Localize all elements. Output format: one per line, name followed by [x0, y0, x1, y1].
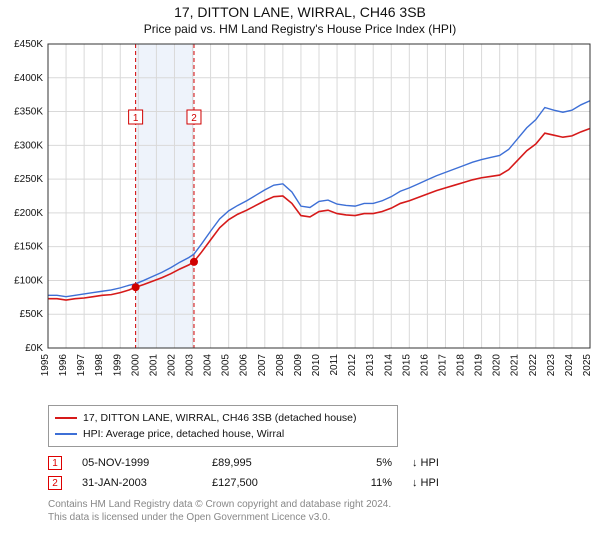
marker-trend: ↓ HPI	[412, 477, 452, 489]
svg-text:2020: 2020	[492, 354, 503, 377]
marker-table: 1 05-NOV-1999 £89,995 5% ↓ HPI 2 31-JAN-…	[48, 453, 600, 493]
marker-row: 2 31-JAN-2003 £127,500 11% ↓ HPI	[48, 473, 600, 493]
svg-text:2009: 2009	[293, 354, 304, 377]
legend-label: HPI: Average price, detached house, Wirr…	[83, 428, 284, 440]
svg-text:2011: 2011	[329, 354, 340, 376]
marker-date: 31-JAN-2003	[82, 477, 192, 489]
svg-text:2025: 2025	[582, 354, 593, 377]
svg-text:2016: 2016	[419, 354, 430, 377]
svg-text:2010: 2010	[311, 354, 322, 377]
svg-text:£450K: £450K	[14, 39, 43, 50]
marker-number-box: 1	[48, 456, 62, 470]
svg-text:£0K: £0K	[25, 343, 43, 354]
legend-swatch	[55, 417, 77, 419]
footer-attribution: Contains HM Land Registry data © Crown c…	[48, 499, 600, 524]
svg-text:2000: 2000	[130, 354, 141, 377]
svg-text:2014: 2014	[383, 354, 394, 377]
svg-text:2024: 2024	[564, 354, 575, 377]
svg-text:2004: 2004	[203, 354, 214, 377]
footer-line: This data is licensed under the Open Gov…	[48, 512, 600, 525]
marker-pct: 11%	[322, 477, 392, 489]
marker-trend: ↓ HPI	[412, 457, 452, 469]
svg-text:£250K: £250K	[14, 174, 43, 185]
svg-text:£200K: £200K	[14, 208, 43, 219]
svg-text:£400K: £400K	[14, 73, 43, 84]
svg-text:£350K: £350K	[14, 107, 43, 118]
svg-text:2018: 2018	[456, 354, 467, 377]
svg-text:1998: 1998	[94, 354, 105, 377]
svg-text:2015: 2015	[401, 354, 412, 377]
marker-pct: 5%	[322, 457, 392, 469]
svg-text:1996: 1996	[58, 354, 69, 377]
marker-number-box: 2	[48, 476, 62, 490]
svg-text:2003: 2003	[185, 354, 196, 377]
svg-text:1995: 1995	[40, 354, 51, 377]
svg-text:2001: 2001	[148, 354, 159, 377]
marker-price: £89,995	[212, 457, 302, 469]
svg-text:2023: 2023	[546, 354, 557, 377]
chart-svg: £0K £50K £100K £150K £200K £250K £300K £350K £40…	[0, 38, 600, 394]
price-chart: £0K £50K £100K £150K £200K £250K £300K £350K £40…	[0, 38, 600, 399]
svg-text:2008: 2008	[275, 354, 286, 377]
svg-text:£300K: £300K	[14, 140, 43, 151]
svg-text:2019: 2019	[474, 354, 485, 377]
chart-legend: 17, DITTON LANE, WIRRAL, CH46 3SB (detac…	[48, 405, 398, 447]
marker-row: 1 05-NOV-1999 £89,995 5% ↓ HPI	[48, 453, 600, 473]
svg-text:1: 1	[133, 113, 139, 124]
svg-text:2007: 2007	[257, 354, 268, 377]
svg-text:2002: 2002	[166, 354, 177, 377]
page-subtitle: Price paid vs. HM Land Registry's House …	[0, 20, 600, 38]
marker-date: 05-NOV-1999	[82, 457, 192, 469]
svg-text:1997: 1997	[76, 354, 87, 377]
legend-swatch	[55, 433, 77, 435]
svg-text:2022: 2022	[528, 354, 539, 377]
legend-item: 17, DITTON LANE, WIRRAL, CH46 3SB (detac…	[55, 410, 391, 426]
svg-text:2017: 2017	[437, 354, 448, 377]
svg-text:£100K: £100K	[14, 275, 43, 286]
svg-text:2005: 2005	[221, 354, 232, 377]
svg-text:£150K: £150K	[14, 242, 43, 253]
svg-text:2012: 2012	[347, 354, 358, 377]
legend-item: HPI: Average price, detached house, Wirr…	[55, 426, 391, 442]
footer-line: Contains HM Land Registry data © Crown c…	[48, 499, 600, 512]
svg-text:£50K: £50K	[20, 309, 44, 320]
marker-price: £127,500	[212, 477, 302, 489]
svg-text:2: 2	[191, 113, 197, 124]
svg-text:2021: 2021	[510, 354, 521, 377]
svg-text:2006: 2006	[239, 354, 250, 377]
legend-label: 17, DITTON LANE, WIRRAL, CH46 3SB (detac…	[83, 412, 357, 424]
page-title: 17, DITTON LANE, WIRRAL, CH46 3SB	[0, 0, 600, 20]
svg-text:2013: 2013	[365, 354, 376, 377]
svg-text:1999: 1999	[112, 354, 123, 377]
